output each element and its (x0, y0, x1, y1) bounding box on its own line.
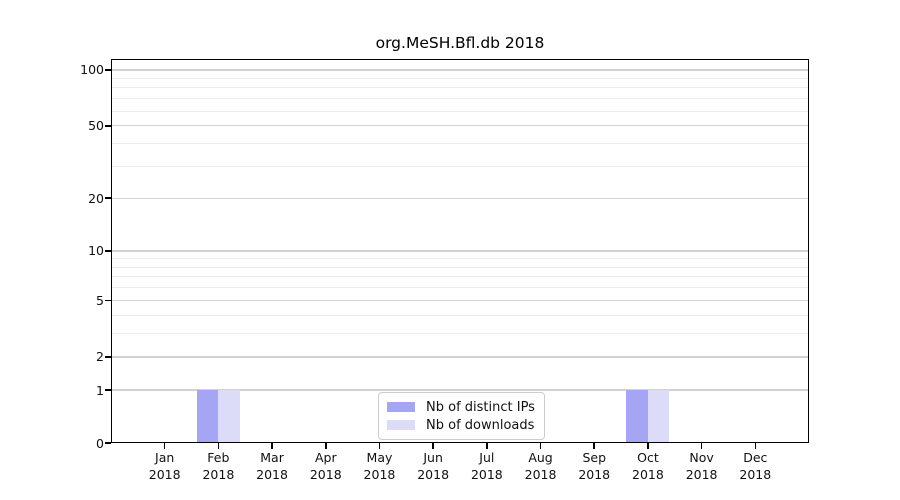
y-minor-gridline (111, 87, 809, 89)
y-tick-label: 0 (96, 435, 104, 451)
x-tick-mark (163, 443, 166, 449)
x-tick-label: Jun 2018 (417, 450, 450, 482)
y-tick-mark (105, 442, 111, 444)
x-tick-label: Feb 2018 (202, 450, 235, 482)
y-major-gridline (111, 250, 809, 252)
y-minor-gridline (111, 258, 809, 260)
y-minor-gridline (111, 276, 809, 278)
legend-label-distinct-ips: Nb of distinct IPs (426, 399, 535, 415)
y-minor-gridline (111, 314, 809, 316)
y-tick-label: 2 (96, 349, 104, 365)
chart-title: org.MeSH.Bfl.db 2018 (375, 34, 545, 52)
plot-area: 0 1 2 5 10 20 50 100 Jan 2018 Feb 2018 Mar 2018 Apr… (80, 59, 809, 482)
y-minor-gridline (111, 332, 809, 334)
legend-row-downloads: Nb of downloads (387, 416, 536, 434)
y-minor-gridline (111, 98, 809, 100)
x-tick-label: May 2018 (363, 450, 396, 482)
y-major-gridline (111, 389, 809, 391)
y-minor-gridline (111, 77, 809, 79)
y-minor-gridline (111, 143, 809, 145)
x-tick-label: Dec 2018 (739, 450, 772, 482)
bar-downloads-feb (218, 390, 240, 443)
x-tick-mark (593, 443, 596, 449)
y-tick-label: 100 (80, 62, 104, 78)
y-tick-mark (105, 124, 111, 127)
x-tick-label: Sep 2018 (578, 450, 611, 482)
x-tick-label: Jan 2018 (148, 450, 181, 482)
x-tick-mark (700, 443, 703, 449)
y-tick-mark (105, 389, 111, 391)
bar-distinct-ips-feb (196, 390, 219, 443)
legend-swatch-downloads (387, 420, 415, 430)
x-tick-label: Mar 2018 (256, 450, 288, 482)
y-tick-label: 1 (96, 382, 104, 398)
legend: Nb of distinct IPs Nb of downloads (378, 392, 545, 440)
y-tick-mark (105, 250, 111, 252)
y-major-gridline (111, 69, 809, 71)
x-tick-mark (647, 443, 649, 449)
y-major-gridline (111, 299, 809, 301)
y-tick-label: 5 (96, 292, 104, 308)
x-tick-label: Apr 2018 (309, 450, 342, 482)
x-tick-mark (324, 443, 327, 449)
y-major-gridline (111, 356, 809, 358)
x-tick-mark (271, 443, 273, 449)
y-tick-label: 20 (88, 190, 104, 206)
bar-downloads-oct (647, 390, 670, 443)
y-major-gridline (111, 197, 809, 199)
x-tick-mark (539, 443, 542, 449)
y-minor-gridline (111, 266, 809, 268)
x-tick-mark (432, 443, 434, 449)
x-tick-mark (754, 443, 757, 449)
x-tick-label: Jul 2018 (470, 450, 503, 482)
x-tick-mark (378, 443, 381, 449)
x-tick-label: Aug 2018 (524, 450, 557, 482)
y-tick-mark (105, 69, 111, 71)
y-tick-label: 50 (88, 118, 104, 134)
y-major-gridline (111, 125, 809, 127)
legend-label-downloads: Nb of downloads (426, 417, 535, 433)
x-tick-label: Nov 2018 (685, 450, 718, 482)
y-minor-gridline (111, 287, 809, 289)
legend-row-distinct-ips: Nb of distinct IPs (387, 398, 536, 416)
x-tick-mark (486, 443, 488, 449)
y-tick-label: 10 (88, 243, 104, 259)
y-tick-mark (105, 197, 111, 199)
y-minor-gridline (111, 165, 809, 167)
y-minor-gridline (111, 110, 809, 112)
x-tick-label: Oct 2018 (632, 450, 664, 482)
legend-swatch-distinct-ips (387, 402, 415, 412)
y-tick-mark (105, 356, 111, 358)
y-tick-mark (105, 299, 111, 302)
x-tick-mark (217, 443, 220, 449)
bar-distinct-ips-oct (626, 390, 648, 443)
